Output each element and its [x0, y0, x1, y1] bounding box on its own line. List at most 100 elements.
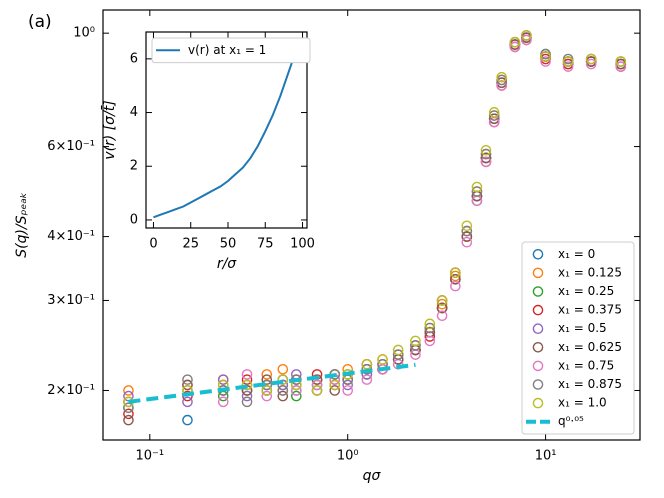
legend-marker — [532, 248, 544, 260]
data-point — [261, 374, 273, 385]
y-tick-label: 0 — [130, 212, 138, 227]
data-point — [585, 58, 597, 70]
data-point — [123, 385, 134, 396]
data-point — [277, 385, 289, 396]
data-point — [182, 396, 193, 408]
data-point — [521, 34, 532, 46]
data-point — [562, 56, 574, 67]
data-point — [182, 414, 193, 426]
legend-box — [521, 241, 635, 435]
data-line — [153, 39, 301, 219]
y-axis-label: v(r) [σ/t̄] — [100, 100, 118, 159]
fit-line — [128, 362, 416, 404]
legend-label: x₁ = 0.125 — [558, 265, 622, 279]
data-point — [241, 396, 253, 408]
data-point — [585, 53, 597, 65]
data-point — [461, 231, 473, 242]
data-point — [480, 156, 492, 168]
data-point — [480, 148, 492, 160]
data-point — [123, 408, 134, 420]
data-point — [291, 390, 302, 402]
data-point — [261, 369, 273, 380]
data-point — [361, 359, 373, 370]
panel-label: (a) — [28, 12, 52, 32]
data-point — [461, 225, 473, 237]
data-point — [241, 369, 253, 380]
data-point — [509, 36, 521, 48]
legend-label: x₁ = 0.75 — [558, 358, 614, 372]
legend-box — [151, 37, 311, 64]
data-point — [241, 390, 253, 402]
data-point — [480, 145, 492, 156]
legend-marker — [532, 360, 544, 372]
y-tick-label: 4 — [130, 105, 138, 120]
legend-marker — [532, 397, 544, 409]
data-point — [377, 354, 388, 365]
data-point — [521, 30, 532, 41]
x-tick-label: 10⁰ — [337, 449, 359, 464]
y-axis-label: S(q)/Sₚₑₐₖ — [14, 192, 30, 258]
data-point — [471, 181, 483, 193]
x-axis-label: qσ — [363, 468, 382, 484]
data-point — [488, 113, 500, 125]
data-point — [424, 335, 436, 347]
data-point — [461, 220, 473, 232]
legend-label: q⁰·⁰⁵ — [558, 414, 584, 428]
y-tick-label: 2×10⁻¹ — [47, 383, 95, 398]
data-point — [450, 267, 461, 278]
legend-label: x₁ = 0.375 — [558, 303, 622, 317]
data-point — [410, 335, 421, 347]
data-point — [261, 390, 273, 402]
data-point — [480, 152, 492, 164]
y-tick-label: 3×10⁻¹ — [47, 293, 95, 308]
legend-marker — [532, 323, 544, 335]
data-point — [392, 349, 404, 360]
data-point — [277, 390, 289, 402]
data-point — [311, 379, 323, 391]
data-point — [261, 385, 273, 396]
data-point — [311, 385, 323, 396]
data-point — [217, 374, 229, 385]
x-tick-label: 10¹ — [535, 449, 557, 464]
x-tick-label: 0 — [149, 237, 157, 252]
data-point — [342, 385, 353, 396]
legend-label: x₁ = 0 — [558, 247, 595, 261]
y-tick-label: 2 — [130, 159, 138, 174]
data-point — [342, 379, 353, 391]
legend-label: x₁ = 0.625 — [558, 340, 622, 354]
data-point — [182, 379, 193, 391]
legend-marker — [532, 286, 544, 297]
legend-marker — [532, 304, 544, 316]
data-point — [361, 374, 373, 385]
x-tick-label: 25 — [182, 237, 199, 252]
data-point — [509, 41, 521, 53]
data-point — [329, 379, 341, 391]
legend-label: x₁ = 1.0 — [558, 396, 607, 410]
data-point — [436, 302, 448, 314]
x-tick-label: 100 — [290, 237, 315, 252]
data-point — [488, 107, 500, 118]
legend-marker — [532, 267, 544, 279]
x-tick-label: 50 — [220, 237, 237, 252]
data-point — [496, 71, 507, 83]
data-point — [540, 56, 551, 67]
data-point — [461, 236, 473, 248]
data-point — [436, 295, 448, 306]
data-point — [496, 77, 507, 89]
data-point — [615, 61, 627, 72]
y-tick-label: 6×10⁻¹ — [47, 139, 95, 154]
legend-label: x₁ = 0.5 — [558, 321, 607, 335]
data-point — [182, 374, 193, 385]
data-point — [450, 273, 461, 285]
x-axis-label: r/σ — [217, 256, 237, 272]
data-point — [496, 80, 507, 91]
data-point — [410, 340, 421, 351]
data-point — [615, 56, 627, 67]
data-point — [450, 280, 461, 292]
data-point — [241, 379, 253, 391]
legend-label: x₁ = 0.875 — [558, 377, 622, 391]
data-point — [496, 74, 507, 86]
data-point — [424, 322, 436, 334]
data-point — [540, 51, 551, 62]
